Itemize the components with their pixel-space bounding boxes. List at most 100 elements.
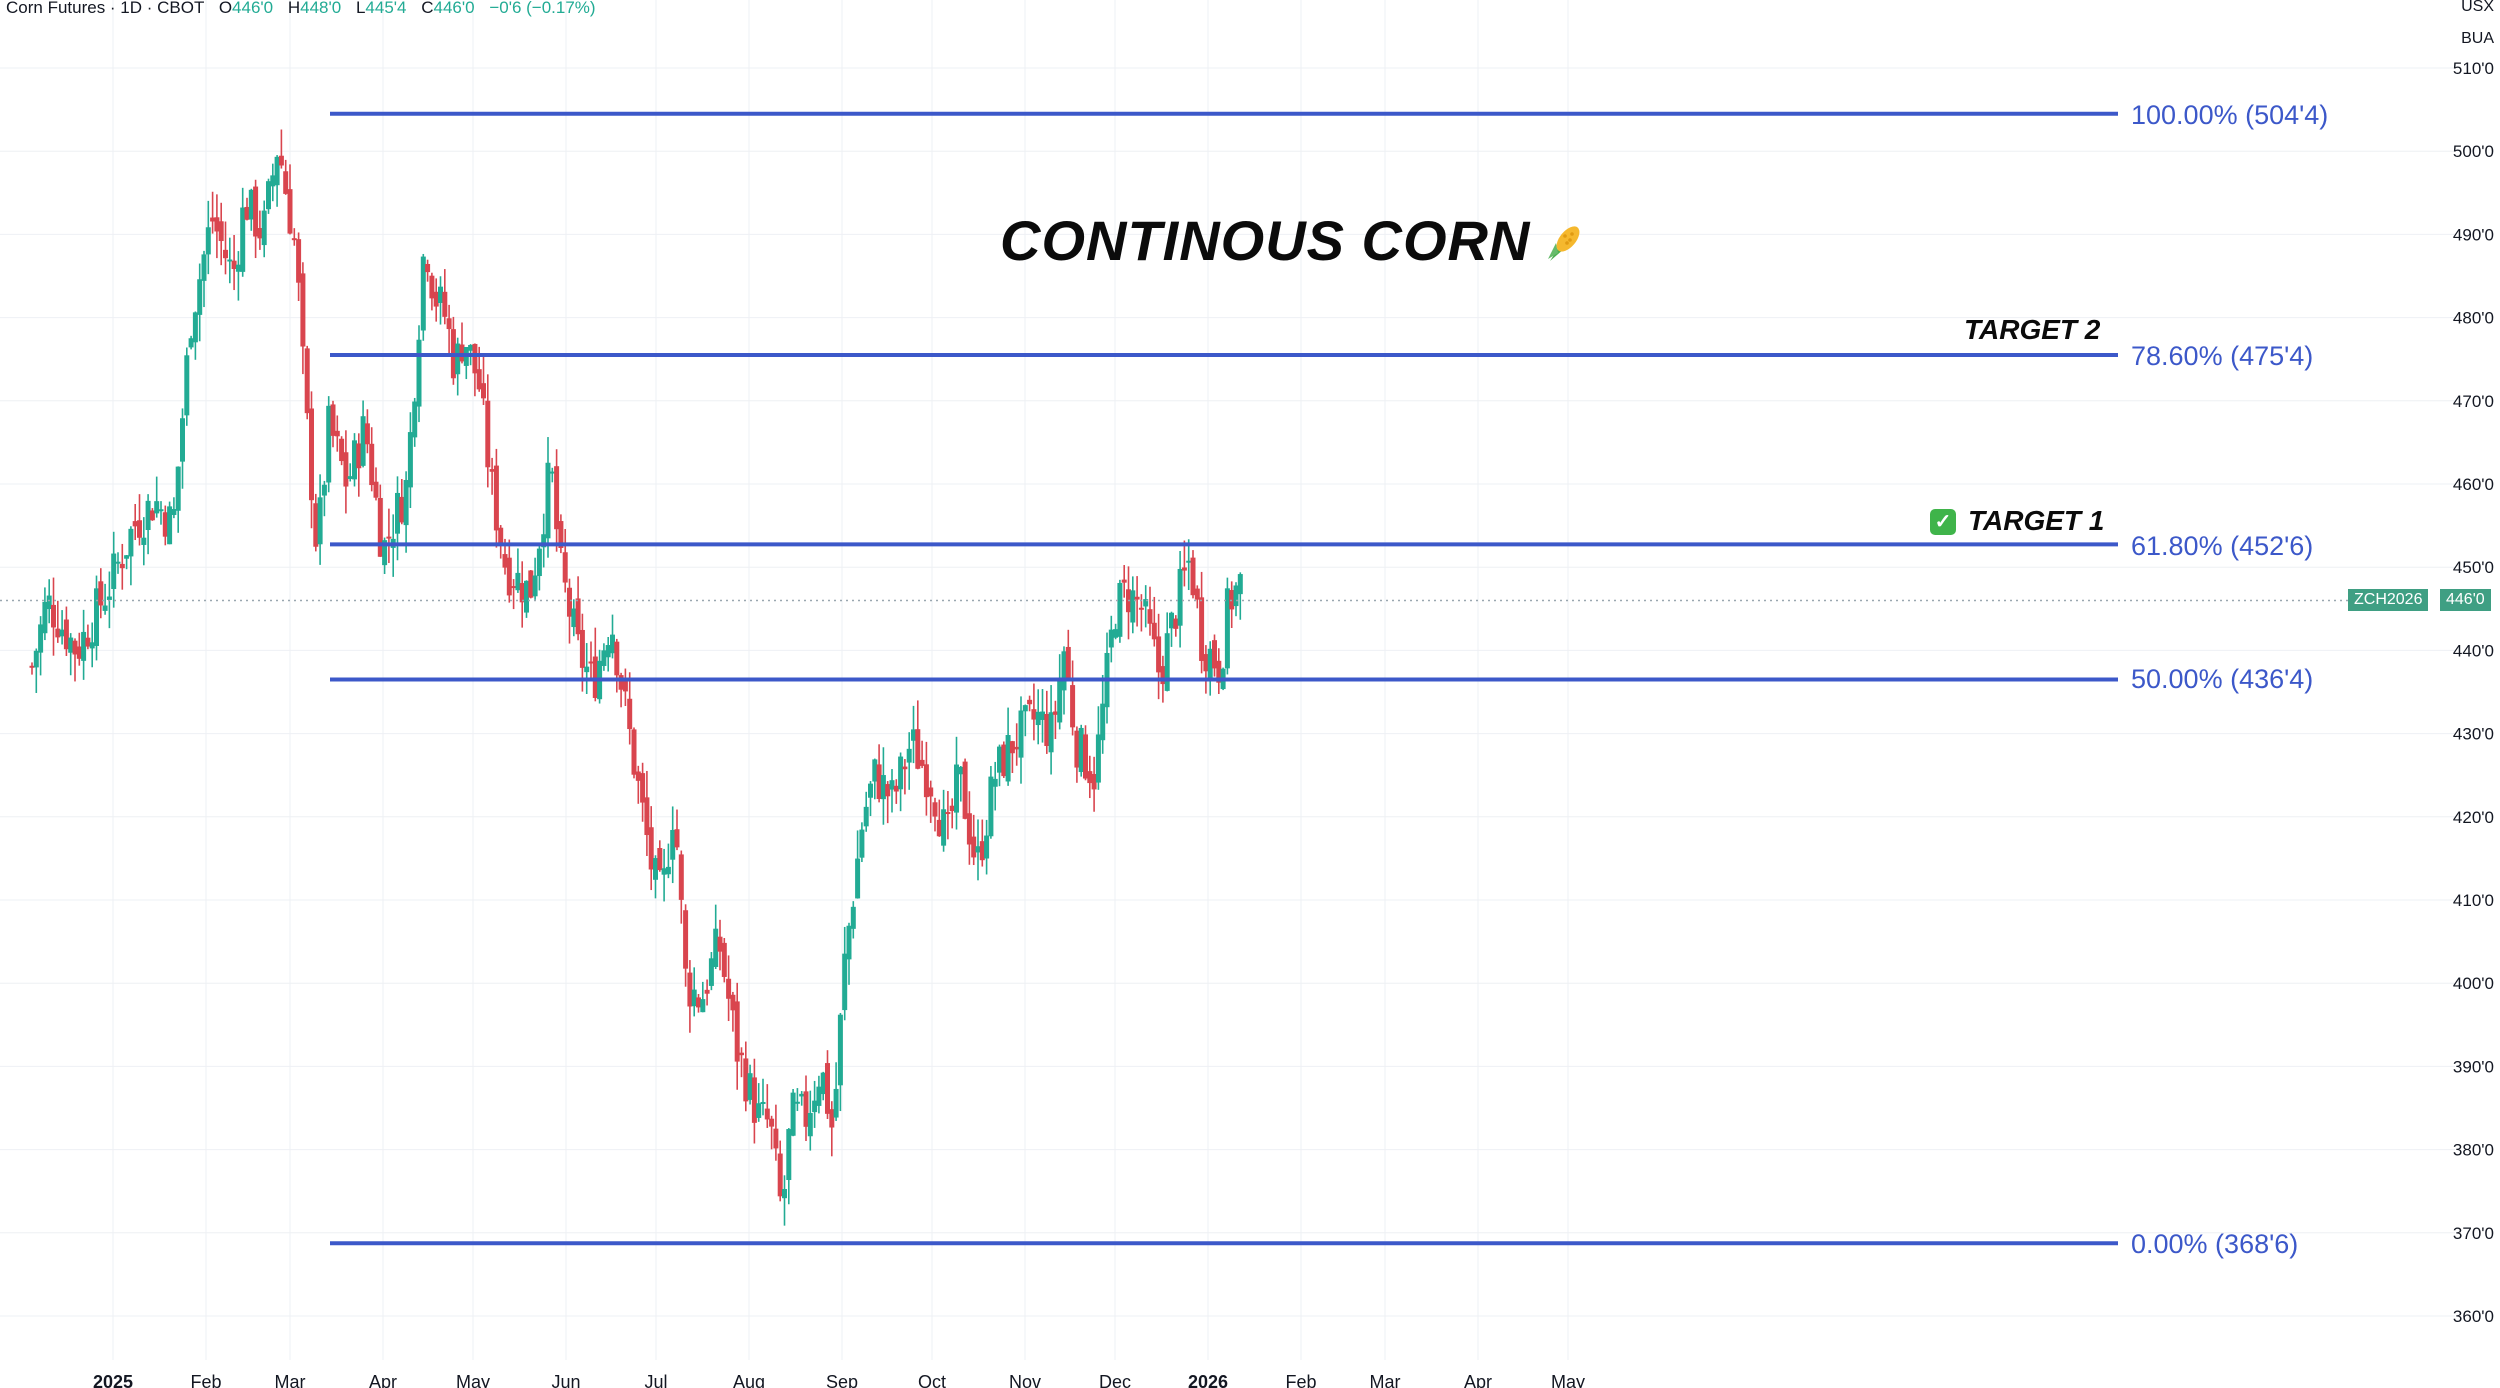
candle-body: [575, 598, 581, 635]
candle-body: [549, 471, 555, 474]
candle-body: [1177, 568, 1183, 626]
y-tick-label: 430'0: [2453, 725, 2494, 744]
candle-body: [455, 343, 461, 375]
candle-body: [137, 520, 142, 538]
x-tick-label: May: [1551, 1372, 1585, 1388]
candle-body: [816, 1086, 822, 1106]
candle-body: [339, 438, 345, 462]
candle-body: [356, 443, 362, 469]
candle-body: [1022, 705, 1028, 712]
candle-body: [627, 698, 633, 730]
candle-body: [868, 783, 873, 798]
candle-body: [717, 936, 723, 952]
candle-body: [1108, 629, 1114, 648]
candle-body: [1134, 596, 1140, 600]
candle-body: [162, 512, 168, 537]
candle-body: [519, 583, 525, 603]
low-value: 445'4: [365, 0, 407, 17]
candle-body: [1061, 651, 1067, 691]
candle-body: [102, 605, 108, 611]
candle-body: [528, 570, 534, 598]
candle-body: [1160, 666, 1166, 685]
candle-body: [59, 629, 65, 637]
x-tick-label: Sep: [826, 1372, 858, 1388]
candle-body: [1181, 567, 1187, 571]
candle-body: [807, 1113, 813, 1137]
candle-body: [734, 1001, 740, 1062]
candle-body: [751, 1077, 757, 1123]
candle-body: [1095, 734, 1101, 783]
candle-body: [584, 666, 590, 673]
candle-body: [906, 748, 912, 763]
candle-body: [326, 405, 332, 483]
price-axis: 360'0 370'0 380'0 390'0 400'0 410'0 420'0 430'0…: [2453, 59, 2494, 1326]
candle-body: [1005, 734, 1011, 782]
candle-body: [360, 416, 366, 466]
candle-body: [244, 206, 250, 220]
fib-label-100: 100.00% (504'4): [2131, 100, 2329, 130]
candle-body: [631, 729, 637, 775]
candle-body: [55, 628, 61, 638]
candle-body: [1199, 597, 1205, 661]
candle-body: [1035, 711, 1041, 726]
candle-body: [902, 766, 908, 770]
candle-body: [739, 1052, 744, 1056]
y-tick-label: 470'0: [2453, 392, 2494, 411]
candle-body: [119, 563, 125, 569]
candle-body: [343, 452, 349, 487]
candle-body: [1100, 703, 1106, 741]
candle-body: [1207, 648, 1213, 679]
candle-body: [459, 344, 465, 362]
candle-body: [846, 925, 852, 960]
fib-label-0: 0.00% (368'6): [2131, 1229, 2299, 1259]
candle-body: [468, 344, 474, 351]
candle-body: [1203, 654, 1209, 672]
candle-body: [769, 1118, 775, 1127]
candle-body: [1031, 709, 1037, 720]
candle-body: [1186, 560, 1192, 563]
candle-body: [863, 806, 869, 827]
x-tick-label: Mar: [1370, 1372, 1401, 1388]
target-1-text: TARGET 1: [1968, 505, 2105, 536]
open-value: 446'0: [232, 0, 274, 17]
high-value: 448'0: [300, 0, 342, 17]
candle-body: [369, 443, 375, 486]
candle-body: [1237, 574, 1243, 595]
candle-body: [885, 784, 891, 797]
candle-body: [954, 764, 959, 813]
candle-body: [141, 537, 147, 545]
y-tick-label: 440'0: [2453, 641, 2494, 660]
candle-body: [773, 1128, 779, 1149]
candle-body: [812, 1100, 818, 1113]
candle-body: [837, 1014, 843, 1086]
candle-body: [94, 588, 99, 646]
candle-body: [893, 785, 899, 792]
candle-body: [842, 953, 848, 1011]
candle-body: [416, 339, 422, 407]
candle-body: [524, 580, 529, 613]
candle-body: [1138, 607, 1144, 610]
candle-body: [756, 1103, 762, 1118]
last-price-tag: 446'0: [2440, 589, 2491, 611]
candle-body: [653, 858, 658, 880]
candle-body: [184, 355, 190, 416]
candle-body: [614, 641, 620, 676]
y-tick-label: 510'0: [2453, 59, 2494, 78]
candle-body: [1233, 585, 1239, 607]
candle-body: [1070, 685, 1076, 728]
candle-body: [618, 675, 624, 690]
candle-body: [992, 778, 998, 787]
candle-body: [403, 479, 409, 526]
candle-body: [988, 776, 994, 837]
y-tick-label: 390'0: [2453, 1057, 2494, 1076]
high-label: H: [287, 0, 301, 17]
candle-body: [786, 1129, 792, 1181]
candle-body: [1143, 599, 1149, 607]
x-tick-label: 2026: [1188, 1372, 1228, 1388]
candle-body: [958, 766, 964, 775]
candle-body: [364, 423, 370, 445]
candle-body: [210, 217, 216, 222]
candle-body: [446, 318, 452, 330]
x-tick-label: Oct: [918, 1372, 946, 1388]
